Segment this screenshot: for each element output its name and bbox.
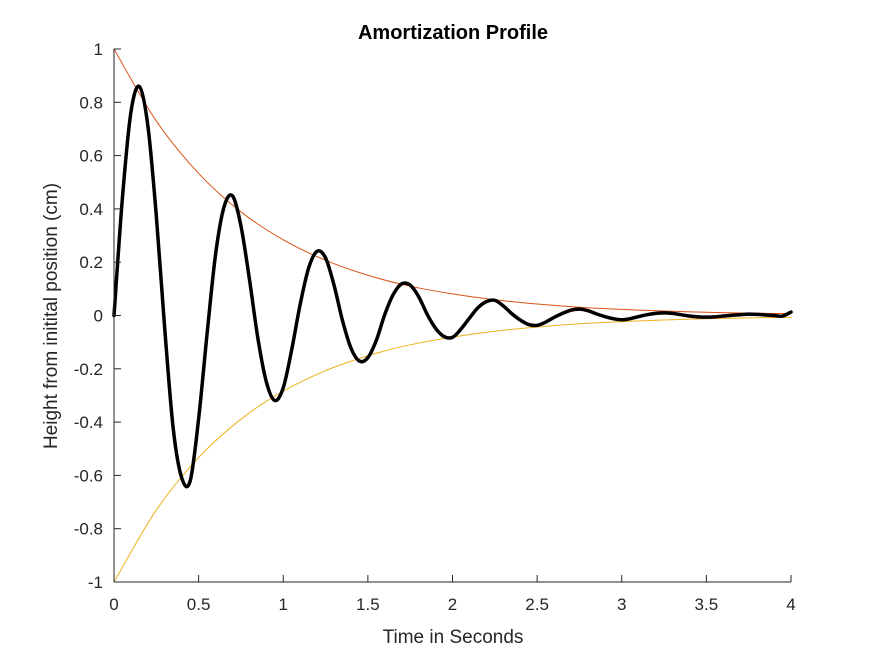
y-tick-label: -0.6 [74,466,103,485]
x-tick-label: 0.5 [187,595,211,614]
y-tick-label: -0.8 [74,520,103,539]
x-tick-label: 2.5 [525,595,549,614]
chart-title: Amortization Profile [358,22,548,44]
y-tick-label: 0.6 [79,147,103,166]
x-tick-label: 2 [448,595,457,614]
y-axis-label: Height from initital position (cm) [41,183,62,449]
series-line-2 [113,316,792,583]
y-tick-label: -0.2 [74,360,103,379]
y-tick-label: 0.4 [79,200,103,219]
y-tick-label: -0.4 [74,413,103,432]
x-tick-label: 4 [786,595,795,614]
x-tick-label: 1.5 [356,595,380,614]
series-line-1 [113,48,792,315]
x-tick-label: 0 [109,595,118,614]
x-tick-label: 3 [617,595,626,614]
y-tick-label: 0.2 [79,253,103,272]
series-line-0 [112,84,793,489]
x-axis-label: Time in Seconds [383,627,524,648]
y-tick-label: 0 [94,307,103,326]
x-tick-label: 3.5 [695,595,719,614]
y-tick-label: 0.8 [79,93,103,112]
y-ticks: -1 -0.8 -0.6 -0.4 -0.2 0 0.2 0.4 0.6 0.8 1 [74,40,121,592]
x-ticks: 0 0.5 1 1.5 2 2.5 3 3.5 4 [109,575,796,614]
y-tick-label: -1 [88,573,103,592]
x-tick-label: 1 [279,595,288,614]
plot-series [112,48,793,583]
y-tick-label: 1 [94,40,103,59]
